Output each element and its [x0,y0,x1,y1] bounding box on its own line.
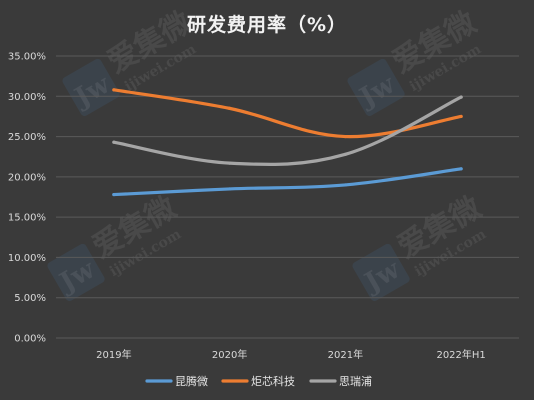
legend-label: 思瑞浦 [339,374,372,388]
series-line-2 [112,88,463,139]
series-line-3 [112,95,463,167]
x-tick-label: 2020年 [212,348,247,361]
gridlines [56,55,519,339]
data-point [112,192,116,197]
x-tick-label: 2019年 [96,348,131,361]
legend-label: 炬芯科技 [251,374,295,388]
y-tick-label: 30.00% [8,92,46,103]
data-point [459,114,463,119]
data-point [228,106,232,110]
series-lines [112,88,463,197]
legend-label: 昆腾微 [175,374,208,388]
data-point [459,95,463,99]
y-axis-ticks: 0.00% 5.00% 10.00% 15.00% 20.00% 25.00% 30.00%… [8,52,46,345]
data-point [228,161,232,165]
y-tick-label: 10.00% [8,253,46,264]
y-tick-label: 35.00% [8,52,46,63]
legend-item: 昆腾微 [145,374,208,388]
y-tick-label: 25.00% [8,132,46,143]
x-axis-ticks: 2019年 2020年 2021年 2022年H1 [96,348,486,361]
y-tick-label: 0.00% [14,334,46,345]
watermark-logo-box [347,58,405,117]
data-point [343,183,347,187]
watermark-logo-box [352,243,410,302]
data-point [343,152,347,156]
legend-item: 炬芯科技 [221,374,295,388]
data-point [112,140,116,144]
x-tick-label: 2021年 [328,348,363,361]
watermark-logo-box [47,243,105,302]
series-line-1 [112,167,463,197]
watermark-logo-box [62,58,120,117]
data-point [228,187,232,191]
chart-title: 研发费用率（%） [187,13,347,36]
data-point [343,134,347,139]
data-point [112,88,116,92]
y-tick-label: 15.00% [8,213,46,224]
y-tick-label: 5.00% [14,293,46,304]
legend: 昆腾微 炬芯科技 思瑞浦 [145,374,372,388]
y-tick-label: 20.00% [8,172,46,183]
data-point [459,167,463,171]
legend-item: 思瑞浦 [309,374,372,388]
x-tick-label: 2022年H1 [436,348,485,361]
